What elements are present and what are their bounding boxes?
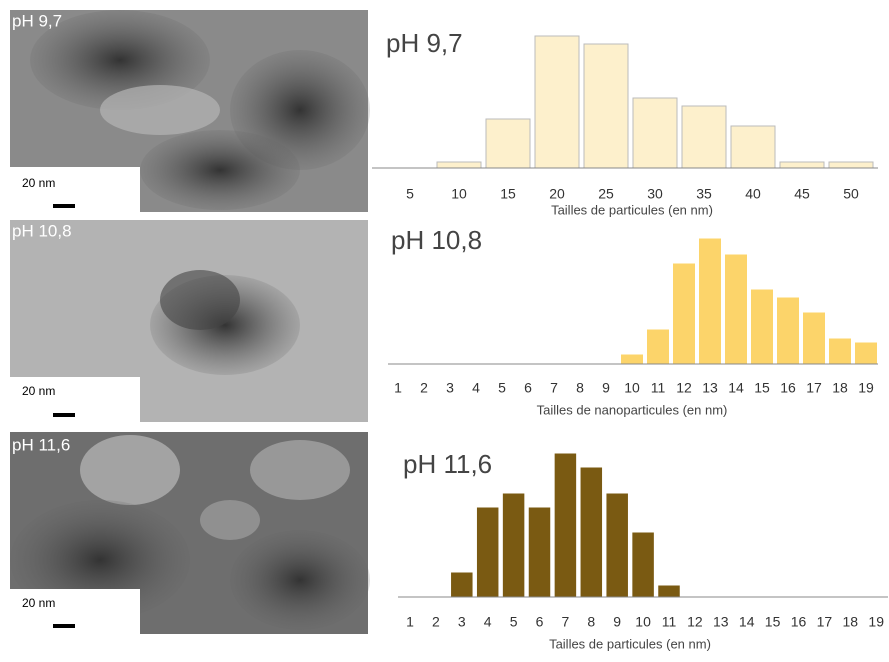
x-tick-label: 11: [662, 614, 677, 630]
x-tick-label: 25: [598, 186, 614, 202]
x-tick-label: 14: [728, 380, 744, 396]
x-tick-label: 3: [458, 614, 466, 630]
x-tick-label: 8: [587, 614, 595, 630]
bar: [730, 125, 776, 169]
x-tick-label: 15: [500, 186, 516, 202]
bar: [475, 506, 500, 598]
x-tick-label: 5: [510, 614, 518, 630]
image-label: pH 9,7: [12, 11, 62, 30]
bar: [579, 466, 604, 598]
x-tick-label: 15: [765, 614, 781, 630]
image-label: pH 11,6: [12, 435, 70, 454]
scale-label: 20 nm: [22, 176, 55, 190]
bar: [485, 118, 531, 169]
bar: [527, 506, 552, 598]
bar: [698, 237, 722, 365]
bar: [681, 105, 727, 169]
bar: [620, 353, 644, 365]
bar: [750, 288, 774, 365]
x-tick-label: 18: [843, 614, 859, 630]
x-tick-label: 50: [843, 186, 859, 202]
bar: [854, 341, 878, 365]
x-tick-label: 16: [791, 614, 807, 630]
bar: [553, 452, 578, 598]
x-tick-label: 8: [576, 380, 584, 396]
x-tick-label: 6: [524, 380, 532, 396]
x-tick-label: 40: [745, 186, 761, 202]
x-tick-label: 11: [651, 380, 666, 396]
chart-title: pH 11,6: [403, 449, 492, 479]
x-tick-label: 12: [687, 614, 703, 630]
scale-label: 20 nm: [22, 384, 55, 398]
x-tick-label: 20: [549, 186, 565, 202]
x-tick-label: 5: [498, 380, 506, 396]
x-tick-label: 35: [696, 186, 712, 202]
x-tick-label: 6: [536, 614, 544, 630]
x-tick-label: 16: [780, 380, 796, 396]
x-tick-label: 3: [446, 380, 454, 396]
bar: [646, 328, 670, 365]
x-tick-label: 12: [676, 380, 692, 396]
x-tick-label: 19: [858, 380, 874, 396]
tem-image: pH 10,8 20 nm: [10, 220, 368, 422]
chart-title: pH 9,7: [386, 28, 463, 58]
tem-image: pH 11,6 20 nm: [10, 432, 370, 634]
bar: [534, 35, 580, 169]
x-tick-label: 15: [754, 380, 770, 396]
bar: [436, 161, 482, 169]
x-axis-label: Tailles de particules (en nm): [551, 202, 713, 217]
x-axis-label: Tailles de nanoparticules (en nm): [537, 402, 728, 417]
tem-image: pH 9,7 20 nm: [10, 10, 370, 212]
bar: [776, 296, 800, 365]
bar: [657, 584, 681, 598]
x-tick-label: 5: [406, 186, 414, 202]
bar: [724, 253, 748, 365]
bar: [631, 531, 655, 598]
x-tick-label: 2: [420, 380, 428, 396]
x-tick-label: 7: [562, 614, 570, 630]
x-axis-label: Tailles de particules (en nm): [549, 636, 711, 651]
x-tick-label: 13: [713, 614, 729, 630]
x-tick-label: 10: [635, 614, 651, 630]
bar: [632, 97, 678, 169]
x-tick-label: 45: [794, 186, 810, 202]
x-tick-label: 30: [647, 186, 663, 202]
x-tick-label: 19: [868, 614, 884, 630]
x-tick-label: 10: [451, 186, 467, 202]
x-tick-label: 9: [613, 614, 621, 630]
bar: [501, 492, 526, 598]
x-tick-label: 4: [472, 380, 480, 396]
x-tick-label: 10: [624, 380, 640, 396]
x-tick-label: 1: [394, 380, 402, 396]
bar: [802, 311, 826, 365]
bar: [583, 43, 629, 169]
x-tick-label: 9: [602, 380, 610, 396]
bar: [828, 337, 852, 365]
bar: [828, 161, 874, 169]
x-tick-label: 7: [550, 380, 558, 396]
x-tick-label: 4: [484, 614, 492, 630]
bar: [450, 571, 474, 598]
x-tick-label: 2: [432, 614, 440, 630]
x-tick-label: 17: [817, 614, 833, 630]
bar: [672, 262, 696, 365]
bar: [779, 161, 825, 169]
bar: [605, 492, 629, 598]
x-tick-label: 14: [739, 614, 755, 630]
image-label: pH 10,8: [12, 221, 72, 240]
x-tick-label: 13: [702, 380, 718, 396]
x-tick-label: 18: [832, 380, 848, 396]
scale-label: 20 nm: [22, 596, 55, 610]
chart-title: pH 10,8: [391, 225, 482, 255]
x-tick-label: 17: [806, 380, 822, 396]
x-tick-label: 1: [406, 614, 414, 630]
